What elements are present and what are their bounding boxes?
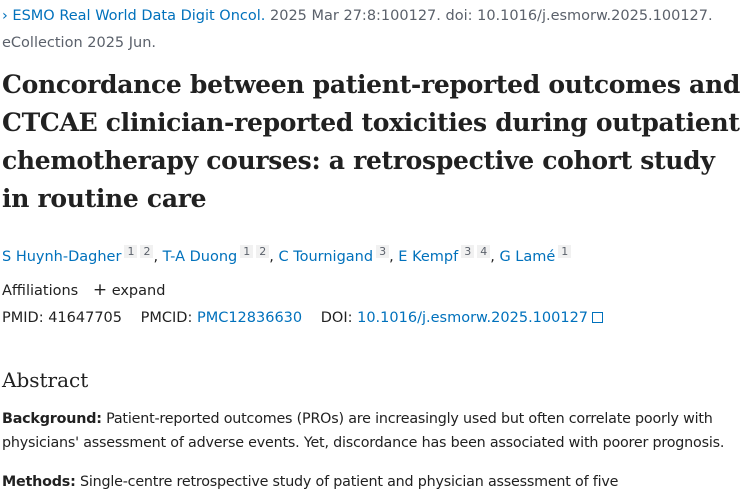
affiliations: Affiliations + expand [2, 279, 165, 302]
author-link[interactable]: E Kempf [398, 249, 459, 265]
doi-link[interactable]: 10.1016/j.esmorw.2025.100127 [357, 310, 589, 326]
methods-label: Methods: [2, 474, 76, 490]
author-link[interactable]: T-A Duong [162, 249, 238, 265]
pmcid-link[interactable]: PMC12836630 [196, 310, 303, 326]
author-link[interactable]: G Lamé [499, 249, 556, 265]
abstract-heading: Abstract [2, 368, 89, 392]
chevron-right-icon: › [2, 8, 8, 24]
affiliation-ref[interactable]: 1 [558, 245, 572, 258]
affiliation-ref[interactable]: 2 [256, 245, 270, 258]
expand-button[interactable]: expand [111, 283, 166, 299]
authors-list: S Huynh-Dagher 1 2, T-A Duong 1 2, C Tournig… [2, 240, 572, 269]
separator: , [389, 249, 399, 265]
affiliation-ref[interactable]: 3 [376, 245, 390, 258]
separator: , [269, 249, 279, 265]
citation: › ESMO Real World Data Digit Oncol. 2025… [2, 3, 750, 57]
methods-text: Single-centre retrospective study of pat… [75, 474, 619, 490]
abstract-background: Background: Patient-reported outcomes (P… [2, 407, 750, 455]
plus-icon[interactable]: + [92, 280, 108, 300]
affiliation-ref[interactable]: 4 [477, 245, 491, 258]
separator: , [153, 249, 163, 265]
pmcid-label: PMCID: [140, 310, 193, 326]
external-link-icon[interactable] [592, 312, 604, 323]
article-title: Concordance between patient-reported out… [2, 70, 741, 213]
separator: , [490, 249, 500, 265]
identifiers: PMID: 41647705 PMCID: PMC12836630 DOI: 1… [2, 307, 604, 329]
pmid-value: 41647705 [48, 310, 123, 326]
abstract-methods: Methods: Single-centre retrospective stu… [2, 470, 750, 494]
affiliation-ref[interactable]: 3 [461, 245, 475, 258]
background-label: Background: [2, 411, 102, 427]
affiliation-ref[interactable]: 1 [124, 245, 138, 258]
citation-details: 2025 Mar 27:8:100127. doi: 10.1016/j.esm… [2, 8, 713, 51]
journal-link[interactable]: ESMO Real World Data Digit Oncol. [12, 8, 266, 24]
pmid-label: PMID: [2, 310, 44, 326]
affiliation-ref[interactable]: 2 [140, 245, 154, 258]
affiliation-ref[interactable]: 1 [240, 245, 254, 258]
affiliations-label: Affiliations [2, 283, 79, 299]
doi-label: DOI: [320, 310, 353, 326]
background-text: Patient-reported outcomes (PROs) are inc… [2, 411, 725, 451]
author-link[interactable]: C Tournigand [278, 249, 374, 265]
author-link[interactable]: S Huynh-Dagher [2, 249, 122, 265]
